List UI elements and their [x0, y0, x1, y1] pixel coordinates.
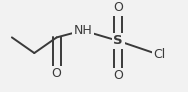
- Text: Cl: Cl: [153, 48, 165, 61]
- Text: O: O: [113, 1, 123, 14]
- Text: NH: NH: [74, 24, 92, 37]
- Text: O: O: [52, 67, 62, 80]
- Text: O: O: [113, 69, 123, 82]
- Text: S: S: [113, 34, 123, 47]
